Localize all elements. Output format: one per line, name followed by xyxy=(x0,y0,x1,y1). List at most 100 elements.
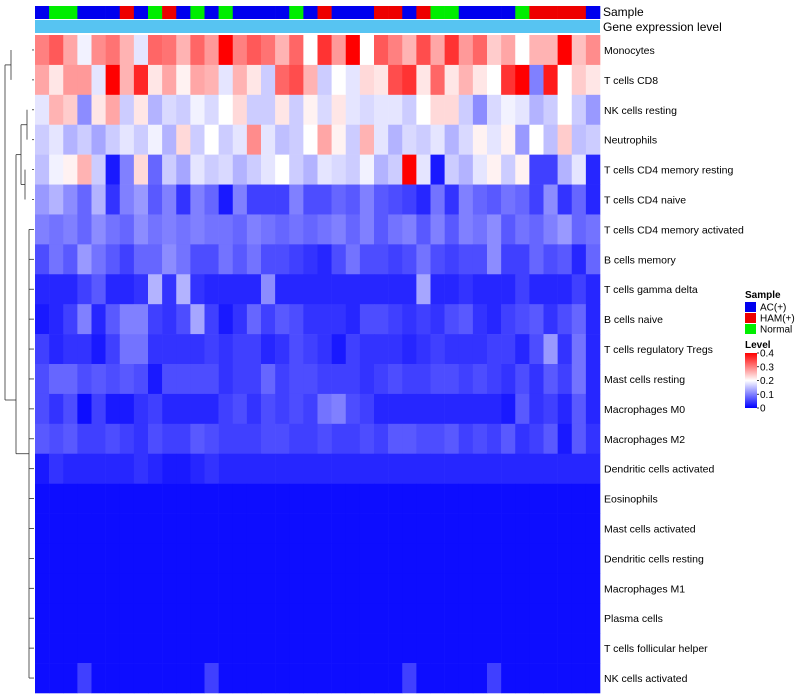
heatmap-cell xyxy=(374,663,389,694)
heatmap-cell xyxy=(204,483,219,514)
heatmap-cell xyxy=(162,64,177,96)
heatmap-cell xyxy=(416,154,431,185)
heatmap-cell xyxy=(218,513,234,544)
heatmap-cell xyxy=(63,483,78,514)
level-legend-tick-label: 0.2 xyxy=(760,376,774,387)
heatmap-cell xyxy=(133,64,149,96)
heatmap-cell xyxy=(218,184,234,215)
heatmap-cell xyxy=(148,453,163,484)
heatmap-cell xyxy=(289,154,304,185)
heatmap-cell xyxy=(176,64,191,96)
heatmap-cell xyxy=(246,304,262,335)
heatmap-cell xyxy=(501,423,516,455)
sample-annotation-cell: AC(+) xyxy=(105,6,121,19)
heatmap-cell xyxy=(133,393,149,425)
heatmap-cell xyxy=(49,274,64,305)
heatmap-cell xyxy=(303,364,318,395)
heatmap-cell xyxy=(218,543,234,574)
heatmap-cell xyxy=(190,304,205,335)
heatmap-cell xyxy=(543,543,558,574)
heatmap-cell xyxy=(246,274,262,305)
heatmap-cell xyxy=(515,603,530,634)
heatmap-cell xyxy=(303,124,318,155)
heatmap-cell xyxy=(63,663,78,694)
heatmap-cell xyxy=(416,393,431,425)
heatmap-cell xyxy=(543,453,558,484)
heatmap-cell xyxy=(585,513,601,544)
heatmap-cell xyxy=(543,184,558,215)
heatmap-cell xyxy=(331,453,347,484)
heatmap-cell xyxy=(162,423,177,455)
heatmap-cell xyxy=(374,154,389,185)
heatmap-cell xyxy=(63,124,78,155)
heatmap-cell xyxy=(91,64,106,96)
heatmap-cell xyxy=(289,214,304,245)
heatmap-cell xyxy=(162,364,177,395)
heatmap-cell xyxy=(444,633,460,664)
heatmap-cell xyxy=(77,453,92,484)
heatmap-cell xyxy=(218,64,234,96)
heatmap-cell xyxy=(119,393,135,425)
heatmap-cell xyxy=(204,274,219,305)
heatmap-cell xyxy=(345,124,361,155)
heatmap-cell xyxy=(543,304,558,335)
heatmap-cell xyxy=(35,94,50,126)
heatmap-cell xyxy=(557,214,573,245)
heatmap-cell xyxy=(331,573,347,604)
sample-legend-swatch xyxy=(745,324,756,334)
heatmap-cell xyxy=(119,274,135,305)
heatmap-cell xyxy=(374,603,389,634)
sample-annotation-cell: HAM(+) xyxy=(317,6,332,19)
heatmap-cell xyxy=(119,453,135,484)
heatmap-cell xyxy=(557,364,573,395)
heatmap-cell xyxy=(49,214,64,245)
heatmap-cell xyxy=(232,633,248,664)
heatmap-cell xyxy=(49,663,64,694)
heatmap-cell xyxy=(317,274,332,305)
sample-annotation-cell: AC(+) xyxy=(232,6,248,19)
heatmap-cell xyxy=(529,94,544,126)
gene-expression-annotation-bar xyxy=(35,20,600,33)
heatmap-cell xyxy=(91,214,106,245)
heatmap-cell xyxy=(571,633,587,664)
heatmap-cell xyxy=(472,94,488,126)
heatmap-cell xyxy=(261,274,276,305)
row-label: Plasma cells xyxy=(604,613,663,625)
sample-annotation-cell: AC(+) xyxy=(359,6,375,19)
heatmap-cell xyxy=(458,364,474,395)
heatmap-cell xyxy=(105,154,121,185)
heatmap-cell xyxy=(105,35,121,66)
heatmap-cell xyxy=(585,334,601,365)
heatmap-cell xyxy=(162,543,177,574)
heatmap-cell xyxy=(444,35,460,66)
heatmap-cell xyxy=(317,35,332,66)
heatmap-cell xyxy=(430,663,445,694)
heatmap-cell xyxy=(77,364,92,395)
heatmap-cell xyxy=(374,513,389,544)
heatmap-cell xyxy=(275,64,290,96)
heatmap-cell xyxy=(345,573,361,604)
heatmap-cell xyxy=(487,543,502,574)
heatmap-cell xyxy=(162,393,177,425)
heatmap-cell xyxy=(416,603,431,634)
heatmap-cell xyxy=(571,543,587,574)
heatmap-cell xyxy=(430,35,445,66)
heatmap-cell xyxy=(148,393,163,425)
heatmap-cell xyxy=(63,184,78,215)
sample-annotation-cell: AC(+) xyxy=(402,6,417,19)
row-label: Macrophages M2 xyxy=(604,434,685,446)
heatmap-cell xyxy=(261,184,276,215)
heatmap-cell xyxy=(246,94,262,126)
sample-annotation-bar: AC(+)NormalNormalAC(+)AC(+)AC(+)HAM(+)AC… xyxy=(35,6,601,19)
heatmap-cell xyxy=(35,184,50,215)
heatmap-cell xyxy=(571,94,587,126)
heatmap-cell xyxy=(458,35,474,66)
heatmap-cell xyxy=(571,35,587,66)
heatmap-cell xyxy=(359,334,375,365)
heatmap-cell xyxy=(289,483,304,514)
heatmap-cell xyxy=(303,244,318,275)
heatmap-cell xyxy=(289,35,304,66)
heatmap-cell xyxy=(444,393,460,425)
heatmap-cell xyxy=(529,154,544,185)
heatmap-cell xyxy=(176,423,191,455)
